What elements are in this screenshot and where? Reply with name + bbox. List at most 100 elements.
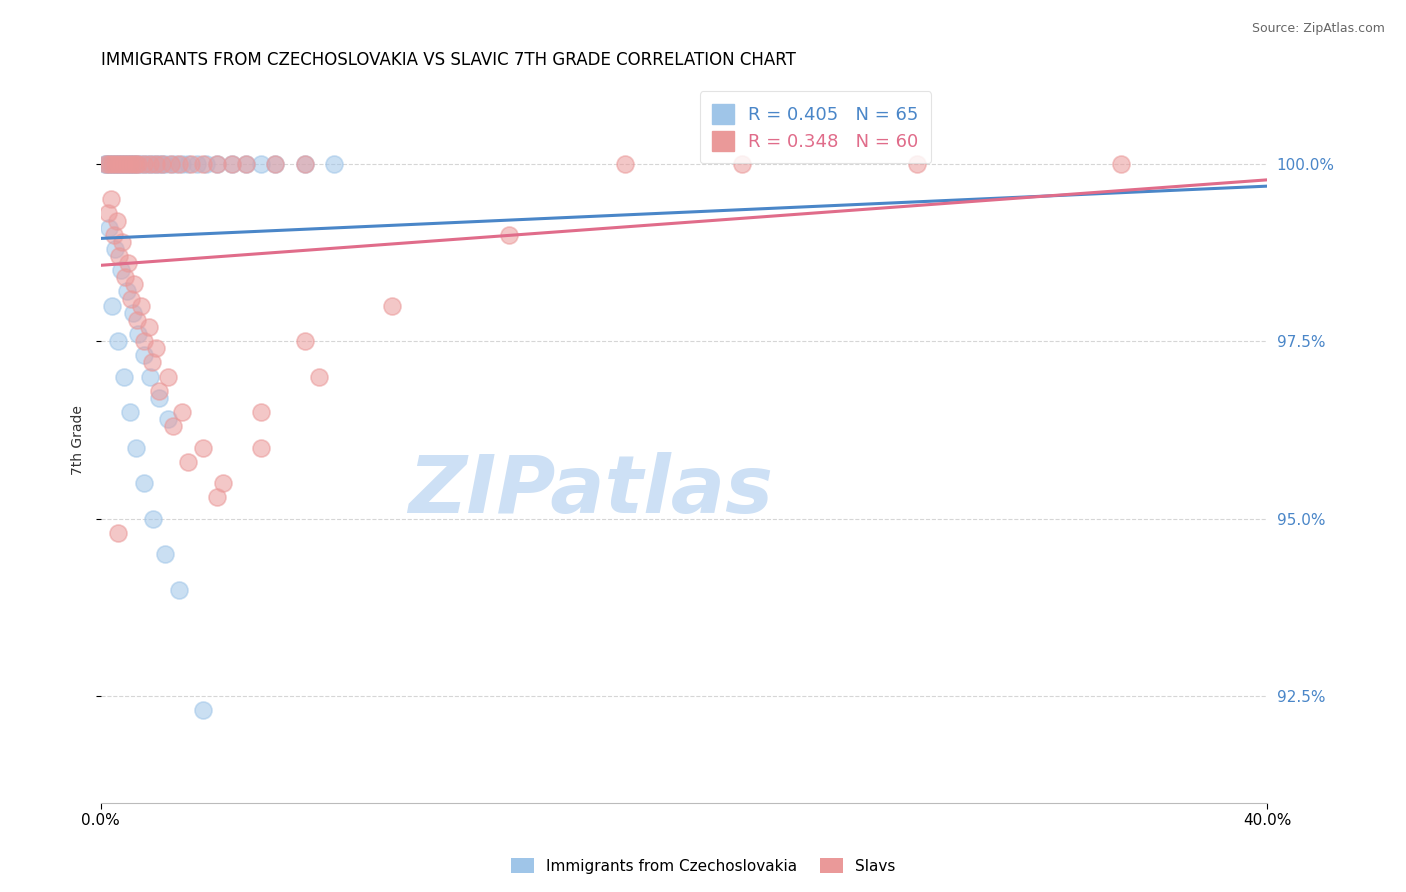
Point	[108, 249, 131, 263]
Point	[221, 157, 243, 171]
Point	[250, 441, 273, 455]
Point	[148, 391, 170, 405]
Point	[205, 491, 228, 505]
Point	[97, 206, 120, 220]
Point	[105, 157, 128, 171]
Point	[139, 157, 162, 171]
Point	[145, 157, 167, 171]
Point	[308, 369, 330, 384]
Point	[294, 334, 316, 348]
Point	[118, 157, 141, 171]
Point	[94, 157, 117, 171]
Point	[250, 157, 273, 171]
Point	[124, 441, 146, 455]
Point	[134, 476, 156, 491]
Point	[294, 157, 316, 171]
Point	[138, 320, 160, 334]
Point	[101, 157, 124, 171]
Point	[180, 157, 202, 171]
Point	[205, 157, 228, 171]
Point	[194, 157, 217, 171]
Point	[120, 157, 142, 171]
Point	[153, 547, 176, 561]
Point	[134, 348, 156, 362]
Point	[205, 157, 228, 171]
Point	[98, 157, 121, 171]
Text: ZIPatlas: ZIPatlas	[408, 452, 773, 530]
Point	[98, 157, 121, 171]
Point	[121, 306, 143, 320]
Point	[103, 227, 125, 242]
Point	[110, 263, 132, 277]
Point	[148, 157, 170, 171]
Point	[122, 157, 145, 171]
Text: Source: ZipAtlas.com: Source: ZipAtlas.com	[1251, 22, 1385, 36]
Point	[294, 157, 316, 171]
Point	[731, 157, 754, 171]
Point	[97, 157, 120, 171]
Point	[221, 157, 243, 171]
Point	[111, 235, 134, 249]
Point	[235, 157, 257, 171]
Point	[115, 157, 138, 171]
Point	[177, 455, 200, 469]
Point	[125, 313, 148, 327]
Point	[148, 384, 170, 398]
Point	[112, 369, 135, 384]
Point	[112, 157, 135, 171]
Point	[120, 292, 142, 306]
Point	[98, 220, 121, 235]
Point	[114, 157, 136, 171]
Point	[167, 582, 190, 597]
Point	[235, 157, 257, 171]
Point	[115, 285, 138, 299]
Point	[156, 369, 179, 384]
Point	[1109, 157, 1132, 171]
Point	[136, 157, 159, 171]
Point	[117, 256, 139, 270]
Point	[322, 157, 344, 171]
Point	[191, 157, 214, 171]
Point	[104, 157, 127, 171]
Point	[107, 157, 129, 171]
Y-axis label: 7th Grade: 7th Grade	[72, 406, 86, 475]
Point	[250, 405, 273, 419]
Point	[142, 511, 165, 525]
Point	[172, 405, 194, 419]
Point	[112, 157, 135, 171]
Point	[142, 157, 165, 171]
Point	[191, 703, 214, 717]
Point	[150, 157, 173, 171]
Point	[162, 419, 184, 434]
Point	[103, 157, 125, 171]
Point	[100, 157, 122, 171]
Point	[127, 157, 149, 171]
Point	[101, 299, 124, 313]
Point	[614, 157, 637, 171]
Point	[118, 157, 141, 171]
Point	[131, 299, 153, 313]
Point	[110, 157, 132, 171]
Text: IMMIGRANTS FROM CZECHOSLOVAKIA VS SLAVIC 7TH GRADE CORRELATION CHART: IMMIGRANTS FROM CZECHOSLOVAKIA VS SLAVIC…	[100, 51, 796, 69]
Point	[96, 157, 118, 171]
Point	[131, 157, 153, 171]
Point	[104, 242, 127, 256]
Point	[121, 157, 143, 171]
Point	[107, 157, 129, 171]
Point	[139, 369, 162, 384]
Point	[117, 157, 139, 171]
Point	[139, 157, 162, 171]
Point	[114, 270, 136, 285]
Point	[145, 157, 167, 171]
Point	[156, 412, 179, 426]
Point	[107, 525, 129, 540]
Point	[159, 157, 181, 171]
Point	[124, 157, 146, 171]
Point	[105, 213, 128, 227]
Point	[134, 157, 156, 171]
Point	[127, 157, 149, 171]
Point	[100, 192, 122, 206]
Point	[150, 157, 173, 171]
Point	[104, 157, 127, 171]
Point	[177, 157, 200, 171]
